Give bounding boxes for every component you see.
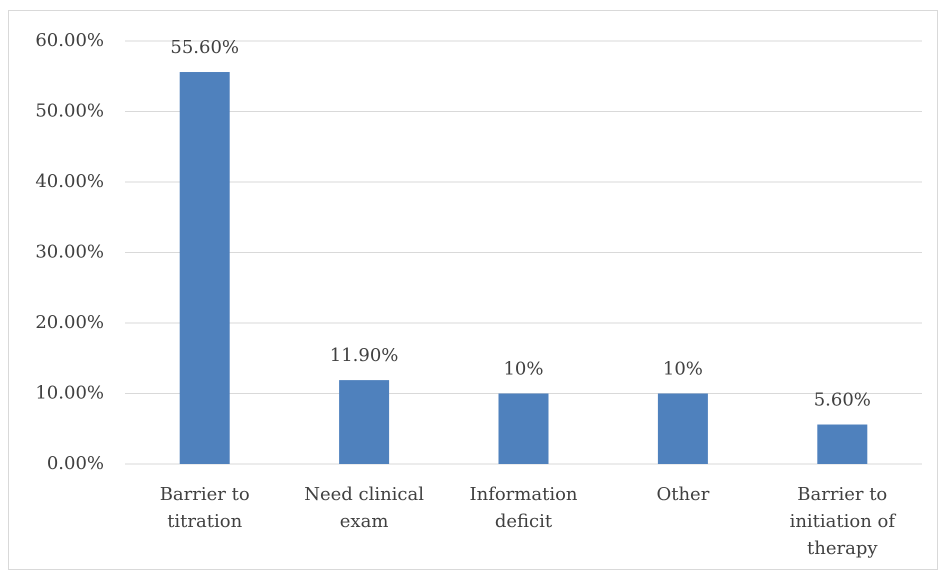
bar bbox=[817, 424, 868, 464]
bar bbox=[179, 72, 230, 465]
value-label: 10% bbox=[503, 359, 543, 380]
bar bbox=[339, 380, 390, 464]
y-tick-label: 20.00% bbox=[35, 312, 104, 333]
value-label: 11.90% bbox=[330, 345, 399, 366]
value-label: 5.60% bbox=[814, 390, 871, 411]
y-tick-label: 50.00% bbox=[35, 101, 104, 122]
x-tick-label: Barrier to initiation of therapy bbox=[789, 484, 896, 559]
x-tick-label: Information deficit bbox=[469, 484, 578, 532]
bar bbox=[498, 393, 549, 464]
x-tick-label: Other bbox=[656, 484, 710, 505]
y-tick-label: 60.00% bbox=[35, 30, 104, 51]
x-tick-label: Need clinical exam bbox=[304, 484, 424, 532]
x-tick-label: Barrier to titration bbox=[159, 484, 250, 532]
bar bbox=[657, 393, 708, 464]
y-tick-label: 40.00% bbox=[35, 171, 104, 192]
chart-frame bbox=[8, 10, 938, 570]
value-label: 10% bbox=[663, 359, 703, 380]
value-label: 55.60% bbox=[170, 37, 239, 58]
y-tick-label: 10.00% bbox=[35, 383, 104, 404]
y-tick-label: 30.00% bbox=[35, 242, 104, 263]
y-tick-label: 0.00% bbox=[47, 453, 104, 474]
